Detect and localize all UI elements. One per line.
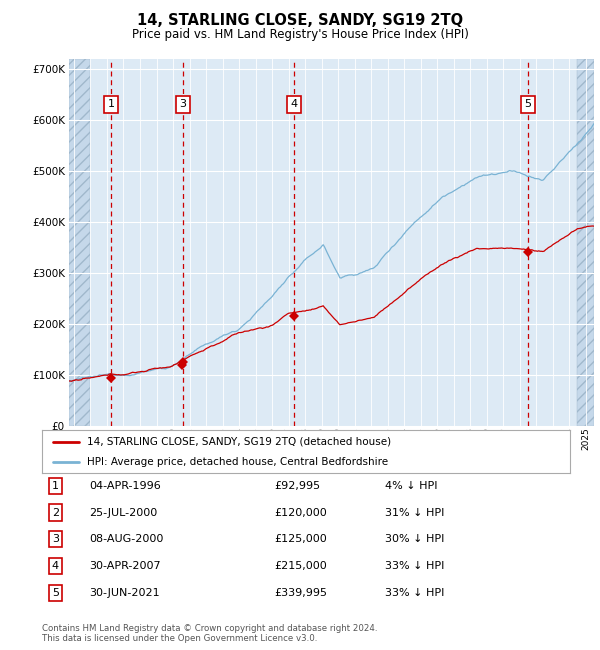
Text: 3: 3 <box>52 534 59 544</box>
Text: 5: 5 <box>52 588 59 597</box>
Text: 4% ↓ HPI: 4% ↓ HPI <box>385 481 438 491</box>
Text: 33% ↓ HPI: 33% ↓ HPI <box>385 588 445 597</box>
Text: 14, STARLING CLOSE, SANDY, SG19 2TQ (detached house): 14, STARLING CLOSE, SANDY, SG19 2TQ (det… <box>87 437 391 447</box>
Text: Contains HM Land Registry data © Crown copyright and database right 2024.
This d: Contains HM Land Registry data © Crown c… <box>42 624 377 644</box>
Text: 3: 3 <box>179 99 187 109</box>
Text: 33% ↓ HPI: 33% ↓ HPI <box>385 561 445 571</box>
Bar <box>577 58 594 426</box>
Text: 1: 1 <box>52 481 59 491</box>
Text: £120,000: £120,000 <box>274 508 327 517</box>
Bar <box>69 58 91 426</box>
Text: 04-APR-1996: 04-APR-1996 <box>89 481 161 491</box>
Text: 14, STARLING CLOSE, SANDY, SG19 2TQ: 14, STARLING CLOSE, SANDY, SG19 2TQ <box>137 13 463 28</box>
Bar <box>577 58 594 426</box>
Text: 30-APR-2007: 30-APR-2007 <box>89 561 161 571</box>
Text: 08-AUG-2000: 08-AUG-2000 <box>89 534 164 544</box>
Text: 30-JUN-2021: 30-JUN-2021 <box>89 588 160 597</box>
Text: 30% ↓ HPI: 30% ↓ HPI <box>385 534 445 544</box>
Text: £215,000: £215,000 <box>274 561 327 571</box>
Text: 25-JUL-2000: 25-JUL-2000 <box>89 508 158 517</box>
Text: 4: 4 <box>52 561 59 571</box>
Bar <box>69 58 91 426</box>
Text: 2: 2 <box>52 508 59 517</box>
Text: Price paid vs. HM Land Registry's House Price Index (HPI): Price paid vs. HM Land Registry's House … <box>131 28 469 41</box>
Text: £339,995: £339,995 <box>274 588 328 597</box>
Text: 5: 5 <box>524 99 532 109</box>
Text: 1: 1 <box>108 99 115 109</box>
Text: £92,995: £92,995 <box>274 481 320 491</box>
Text: 31% ↓ HPI: 31% ↓ HPI <box>385 508 445 517</box>
Text: HPI: Average price, detached house, Central Bedfordshire: HPI: Average price, detached house, Cent… <box>87 456 388 467</box>
Text: £125,000: £125,000 <box>274 534 327 544</box>
Text: 4: 4 <box>290 99 298 109</box>
